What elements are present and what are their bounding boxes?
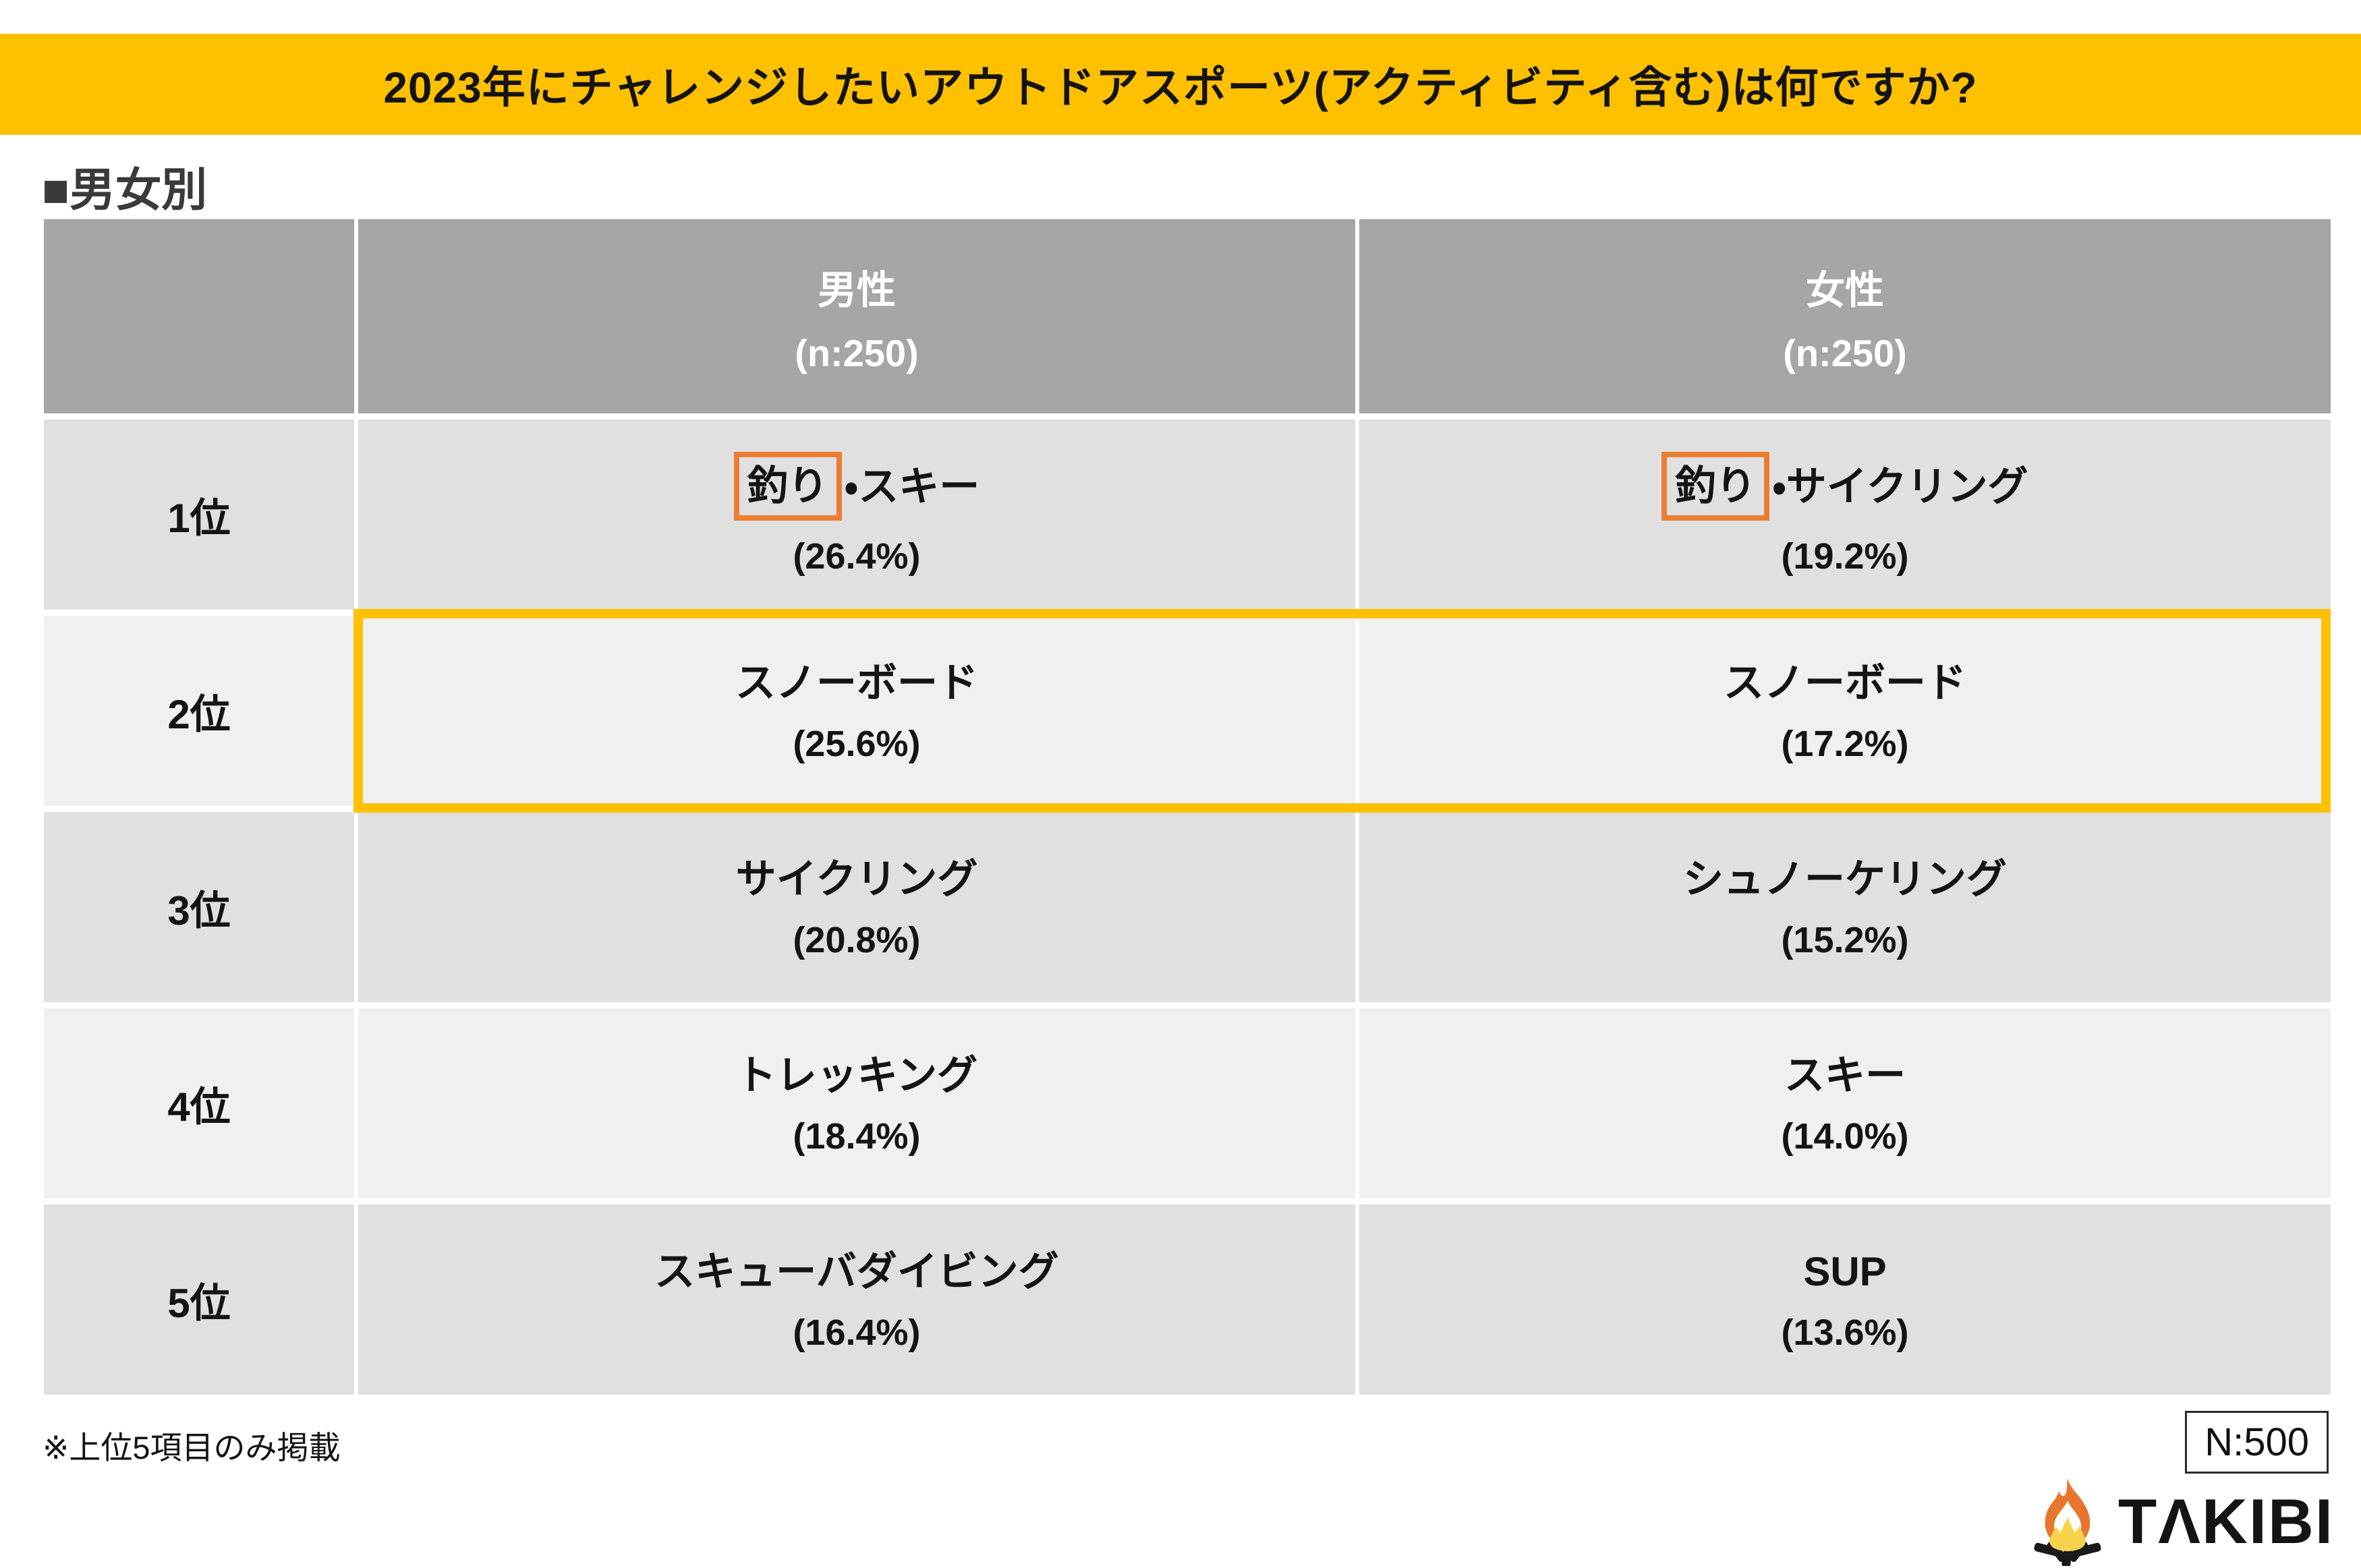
header-female-count: (n:250) — [1783, 331, 1907, 374]
campfire-icon — [2034, 1478, 2101, 1566]
header-corner-cell — [44, 219, 354, 413]
male-cell-rank4: トレッキング (18.4%) — [358, 1008, 1355, 1198]
male-cell-rank2: スノーボード (25.6%) — [358, 616, 1355, 806]
male-rank5-name: スキューバダイビング — [654, 1248, 1059, 1294]
male-rank5-pct: (16.4%) — [793, 1312, 921, 1353]
male-cell-rank5: スキューバダイビング (16.4%) — [358, 1204, 1355, 1395]
header-cell-female: 女性 (n:250) — [1359, 219, 2331, 413]
female-rank3-name: シュノーケリング — [1683, 856, 2007, 902]
header-female-label: 女性 — [1805, 268, 1884, 312]
header-cell-male: 男性 (n:250) — [358, 219, 1355, 413]
male-rank2-pct: (25.6%) — [793, 723, 921, 764]
female-cell-rank2: スノーボード (17.2%) — [1359, 616, 2331, 806]
takibi-logo: TΛKIBI — [2028, 1477, 2334, 1566]
female-rank2-pct: (17.2%) — [1781, 723, 1909, 764]
male-rank3-pct: (20.8%) — [793, 919, 921, 960]
rank-cell-2: 2位 — [44, 616, 354, 806]
ranking-table: 男性 (n:250) 女性 (n:250) 1位 釣り ・スキー (26.4%)… — [44, 219, 2331, 1395]
male-rank4-pct: (18.4%) — [793, 1115, 921, 1157]
female-cell-rank1: 釣り ・サイクリング (19.2%) — [1359, 419, 2331, 610]
footnote: ※上位5項目のみ掲載 — [42, 1430, 341, 1465]
rank-cell-5: 5位 — [44, 1204, 354, 1395]
sample-size-box: N:500 — [2185, 1411, 2329, 1474]
fishing-highlight-box-male: 釣り — [733, 452, 842, 521]
female-rank3-pct: (15.2%) — [1781, 919, 1909, 960]
male-rank2-name: スノーボード — [735, 660, 978, 705]
male-rank1-name: 釣り ・スキー — [733, 452, 980, 521]
male-rank1-boxed-text: 釣り — [747, 463, 828, 509]
female-rank1-boxed-text: 釣り — [1675, 463, 1757, 509]
header-male-label: 男性 — [817, 268, 896, 312]
male-rank1-rest-text: ・スキー — [844, 463, 980, 509]
rank-cell-1: 1位 — [44, 419, 354, 610]
female-cell-rank5: SUP (13.6%) — [1359, 1204, 2331, 1395]
takibi-logo-text: TΛKIBI — [2117, 1486, 2334, 1557]
female-cell-rank3: シュノーケリング (15.2%) — [1359, 812, 2331, 1002]
header-male-count: (n:250) — [795, 331, 919, 374]
title-banner: 2023年にチャレンジしたいアウトドアスポーツ(アクティビティ含む)は何ですか? — [0, 34, 2361, 135]
female-rank4-pct: (14.0%) — [1781, 1115, 1909, 1157]
rank-cell-3: 3位 — [44, 812, 354, 1002]
male-cell-rank3: サイクリング (20.8%) — [358, 812, 1355, 1002]
female-rank1-rest-text: ・サイクリング — [1772, 463, 2028, 509]
male-cell-rank1: 釣り ・スキー (26.4%) — [358, 419, 1355, 610]
female-rank5-name: SUP — [1803, 1248, 1887, 1294]
female-cell-rank4: スキー (14.0%) — [1359, 1008, 2331, 1198]
female-rank1-name: 釣り ・サイクリング — [1661, 452, 2028, 521]
section-heading: ■男女別 — [42, 165, 208, 216]
rank-cell-4: 4位 — [44, 1008, 354, 1198]
female-rank5-pct: (13.6%) — [1781, 1312, 1909, 1353]
male-rank3-name: サイクリング — [735, 856, 978, 902]
female-rank2-name: スノーボード — [1724, 660, 1966, 705]
fishing-highlight-box-female: 釣り — [1661, 452, 1770, 521]
female-rank1-pct: (19.2%) — [1781, 536, 1909, 577]
male-rank4-name: トレッキング — [735, 1052, 978, 1098]
male-rank1-pct: (26.4%) — [793, 536, 921, 577]
survey-title: 2023年にチャレンジしたいアウトドアスポーツ(アクティビティ含む)は何ですか? — [383, 63, 1978, 112]
female-rank4-name: スキー — [1784, 1052, 1906, 1098]
